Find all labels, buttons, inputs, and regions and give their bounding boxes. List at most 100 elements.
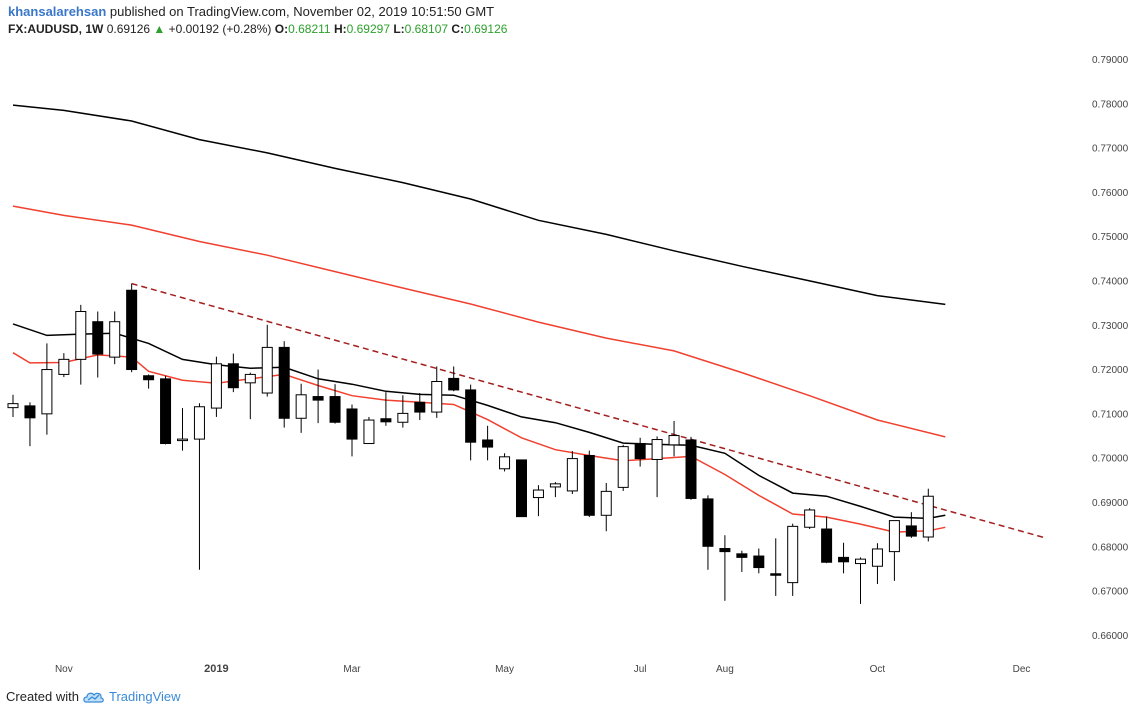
candle-body <box>499 456 511 470</box>
candle-down <box>736 550 748 572</box>
open-label: O: <box>274 22 289 36</box>
candle-body <box>549 483 561 488</box>
y-tick-label: 0.67000 <box>1092 587 1129 598</box>
candle-down <box>227 353 239 393</box>
candle-body <box>193 406 205 440</box>
ma-slow-red-line <box>12 205 946 438</box>
candle-down <box>160 375 172 445</box>
candle-body <box>397 412 409 423</box>
candle-body <box>871 548 883 567</box>
tradingview-cloud-icon <box>83 692 104 703</box>
x-tick-label: 2019 <box>204 663 228 675</box>
candle-body <box>668 435 680 446</box>
candle-body <box>431 381 443 413</box>
candle-up <box>75 304 87 385</box>
resistance-trendline[interactable] <box>131 282 1048 540</box>
candle-up <box>41 343 53 435</box>
candle-body <box>465 389 477 443</box>
up-arrow-icon: ▲ <box>153 22 166 36</box>
candle-body <box>888 520 900 553</box>
footer: Created with TradingView <box>6 689 181 704</box>
candle-up <box>600 482 612 532</box>
candle-up <box>787 523 799 596</box>
candle-up <box>177 408 188 451</box>
candle-body <box>583 454 595 516</box>
candle-up <box>549 482 561 498</box>
candle-body <box>414 401 426 413</box>
candle-body <box>143 375 155 381</box>
x-tick-label: May <box>495 664 514 675</box>
x-tick-label: Oct <box>870 664 886 675</box>
candle-up <box>261 324 273 397</box>
y-tick-label: 0.76000 <box>1092 188 1129 199</box>
candle-up <box>499 453 511 472</box>
candle-up <box>888 520 900 581</box>
candle-down <box>143 374 155 389</box>
y-tick-label: 0.78000 <box>1092 99 1129 110</box>
candle-down <box>702 495 714 570</box>
candle-down <box>685 436 697 500</box>
candle-up <box>58 353 70 378</box>
candle-body <box>905 525 917 537</box>
candle-down <box>516 459 527 518</box>
candle-down <box>770 538 782 596</box>
y-tick-label: 0.69000 <box>1092 498 1129 509</box>
last-price: 0.69126 <box>106 22 151 36</box>
candle-body <box>58 358 70 375</box>
created-with-text: Created with <box>6 689 79 704</box>
candle-down <box>905 512 917 538</box>
tradingview-brand[interactable]: TradingView <box>108 689 181 704</box>
candle-body <box>7 403 19 409</box>
trendline-layer[interactable] <box>131 282 1048 540</box>
candle-body <box>448 377 460 391</box>
candle-body <box>227 363 239 389</box>
candle-up <box>651 436 663 498</box>
time-axis: Nov 2019 Mar May Jul Aug Oct Dec <box>55 663 1030 675</box>
y-tick-label: 0.70000 <box>1092 454 1129 465</box>
candle-down <box>821 516 833 564</box>
candle-up <box>855 557 866 604</box>
open-value: 0.68211 <box>288 22 331 36</box>
close-label: C: <box>451 22 465 36</box>
candle-body <box>295 394 307 419</box>
candle-body <box>566 458 578 492</box>
candle-up <box>566 451 578 495</box>
price-change: +0.00192 (+0.28%) <box>168 22 272 36</box>
candle-body <box>126 289 138 371</box>
candle-down <box>92 311 104 378</box>
candle-down <box>838 542 850 574</box>
candle-body <box>838 556 850 563</box>
candle-body <box>770 573 782 576</box>
x-tick-label: Mar <box>343 664 361 675</box>
candle-down <box>634 437 646 467</box>
candle-up <box>617 444 629 491</box>
candle-up <box>295 383 307 433</box>
y-tick-label: 0.66000 <box>1092 631 1129 642</box>
candle-body <box>719 548 731 553</box>
candle-body <box>312 396 324 401</box>
candle-down <box>482 425 494 461</box>
candle-body <box>380 418 392 423</box>
x-tick-label: Aug <box>716 664 734 675</box>
candle-down <box>719 535 731 601</box>
candle-body <box>617 446 629 488</box>
candle-body <box>855 558 866 565</box>
candle-down <box>448 366 460 392</box>
candle-body <box>177 438 188 442</box>
candle-body <box>482 439 494 448</box>
author-link[interactable]: khansalarehsan <box>8 4 107 19</box>
candle-up <box>7 394 19 417</box>
candle-up <box>922 488 934 542</box>
ma-fast-black-line <box>12 323 946 520</box>
candle-up <box>363 416 375 445</box>
candle-up <box>871 543 883 584</box>
candle-body <box>702 498 714 547</box>
candle-body <box>24 405 36 419</box>
y-tick-label: 0.68000 <box>1092 542 1129 553</box>
x-tick-label: Nov <box>55 664 73 675</box>
symbol-legend: FX:AUDUSD, 1W 0.69126 ▲ +0.00192 (+0.28%… <box>8 22 507 36</box>
x-tick-label: Dec <box>1013 664 1031 675</box>
candle-up <box>804 508 816 530</box>
candle-up <box>210 356 222 417</box>
